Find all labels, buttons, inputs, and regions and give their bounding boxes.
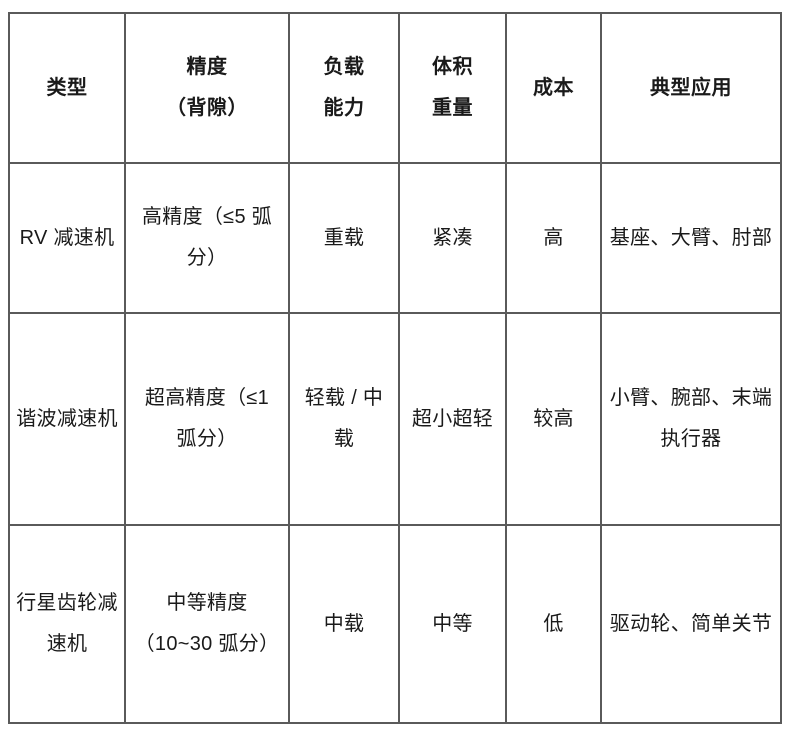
table-header: 类型 精度 （背隙） 负载 能力 体积 重量 成本 典型应用 bbox=[8, 12, 782, 164]
column-header-type: 类型 bbox=[8, 12, 126, 164]
table-row: RV 减速机 高精度（≤5 弧分） 重载 紧凑 高 基座、大臂、肘部 bbox=[8, 162, 782, 314]
cell-application: 小臂、腕部、末端执行器 bbox=[600, 312, 782, 526]
cell-application: 基座、大臂、肘部 bbox=[600, 162, 782, 314]
cell-size-weight: 紧凑 bbox=[398, 162, 507, 314]
column-header-cost: 成本 bbox=[505, 12, 602, 164]
cell-load: 重载 bbox=[288, 162, 400, 314]
cell-type: 行星齿轮减速机 bbox=[8, 524, 126, 724]
cell-cost: 低 bbox=[505, 524, 602, 724]
cell-application: 驱动轮、简单关节 bbox=[600, 524, 782, 724]
cell-type: RV 减速机 bbox=[8, 162, 126, 314]
cell-precision: 超高精度（≤1 弧分） bbox=[124, 312, 290, 526]
cell-load: 轻载 / 中载 bbox=[288, 312, 400, 526]
table-row: 谐波减速机 超高精度（≤1 弧分） 轻载 / 中载 超小超轻 较高 小臂、腕部、… bbox=[8, 312, 782, 526]
cell-precision: 高精度（≤5 弧分） bbox=[124, 162, 290, 314]
cell-cost: 较高 bbox=[505, 312, 602, 526]
table-row: 行星齿轮减速机 中等精度（10~30 弧分） 中载 中等 低 驱动轮、简单关节 bbox=[8, 524, 782, 724]
reducer-comparison-table: 类型 精度 （背隙） 负载 能力 体积 重量 成本 典型应用 RV 减速机 高精度（≤… bbox=[8, 12, 782, 724]
table-body: RV 减速机 高精度（≤5 弧分） 重载 紧凑 高 基座、大臂、肘部 谐波减速机… bbox=[8, 162, 782, 724]
column-header-size-weight: 体积 重量 bbox=[398, 12, 507, 164]
cell-cost: 高 bbox=[505, 162, 602, 314]
table-header-row: 类型 精度 （背隙） 负载 能力 体积 重量 成本 典型应用 bbox=[8, 12, 782, 164]
column-header-precision: 精度 （背隙） bbox=[124, 12, 290, 164]
column-header-application: 典型应用 bbox=[600, 12, 782, 164]
cell-size-weight: 中等 bbox=[398, 524, 507, 724]
column-header-load: 负载 能力 bbox=[288, 12, 400, 164]
cell-load: 中载 bbox=[288, 524, 400, 724]
cell-type: 谐波减速机 bbox=[8, 312, 126, 526]
cell-precision: 中等精度（10~30 弧分） bbox=[124, 524, 290, 724]
comparison-table-container: 类型 精度 （背隙） 负载 能力 体积 重量 成本 典型应用 RV 减速机 高精度（≤… bbox=[8, 12, 782, 724]
cell-size-weight: 超小超轻 bbox=[398, 312, 507, 526]
